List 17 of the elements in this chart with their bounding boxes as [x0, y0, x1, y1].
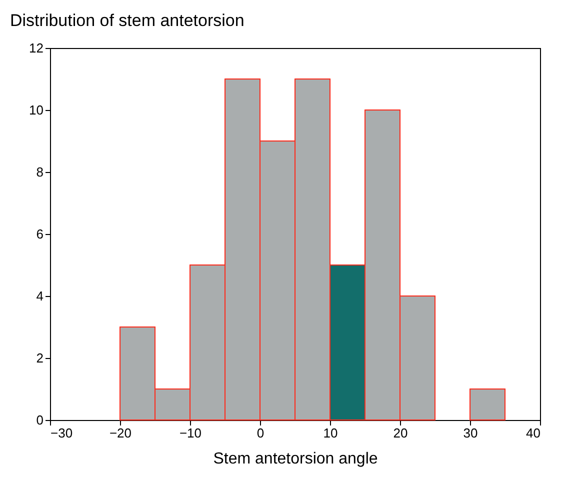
- y-tick-label: 4: [36, 288, 44, 304]
- y-tick-label: 2: [36, 350, 44, 366]
- x-tick-label: 40: [526, 426, 540, 440]
- x-tick-label: −10: [179, 426, 202, 440]
- y-tick-label: 8: [36, 164, 44, 180]
- x-tick-label: −30: [50, 426, 73, 440]
- x-tick-label: 0: [256, 426, 264, 440]
- x-tick-label: 30: [463, 426, 478, 440]
- x-tick-label: −20: [109, 426, 132, 440]
- y-tick-label: 12: [29, 40, 44, 56]
- y-tick-label: 6: [36, 226, 44, 242]
- x-tick-label: 20: [393, 426, 408, 440]
- y-tick-label: 10: [29, 102, 44, 118]
- x-tick-label: 10: [323, 426, 338, 440]
- x-axis-title: Stem antetorsion angle: [213, 450, 378, 468]
- chart-title: Distribution of stem antetorsion: [10, 11, 244, 30]
- y-tick-label: 0: [36, 412, 44, 428]
